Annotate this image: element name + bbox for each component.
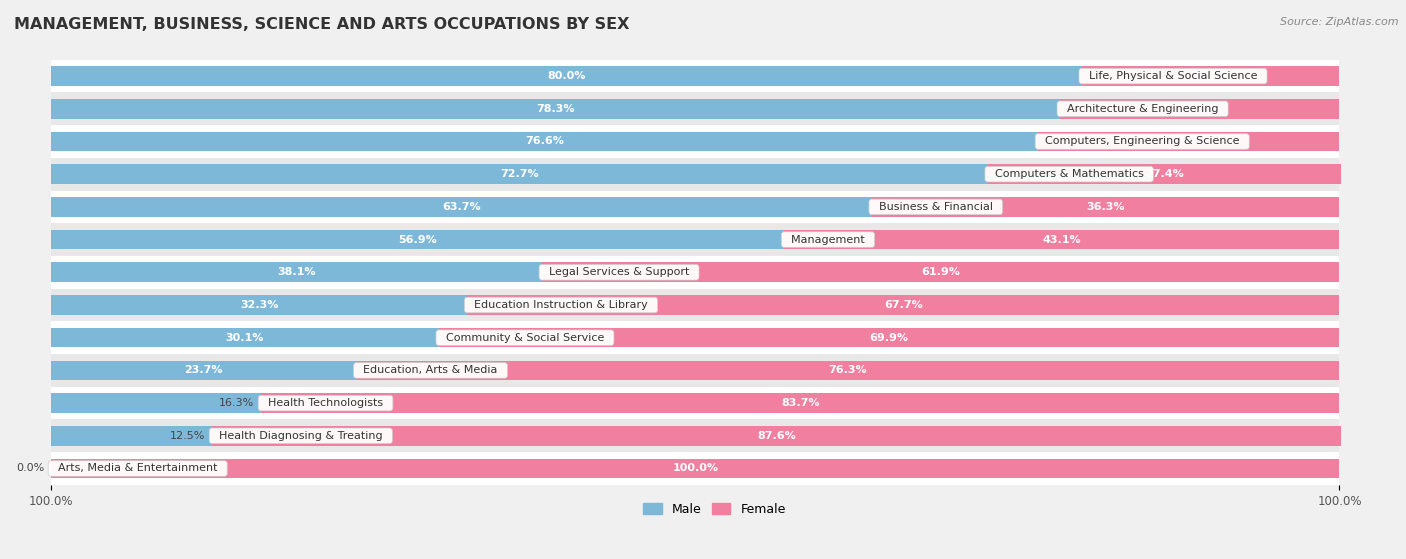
Bar bbox=[356, 361, 1340, 380]
Text: Community & Social Service: Community & Social Service bbox=[439, 333, 612, 343]
Text: Education Instruction & Library: Education Instruction & Library bbox=[467, 300, 655, 310]
Bar bbox=[51, 426, 212, 446]
Bar bbox=[51, 394, 262, 413]
Text: Legal Services & Support: Legal Services & Support bbox=[541, 267, 696, 277]
Legend: Male, Female: Male, Female bbox=[638, 498, 790, 521]
Text: Source: ZipAtlas.com: Source: ZipAtlas.com bbox=[1281, 17, 1399, 27]
Bar bbox=[51, 132, 1038, 151]
Text: Computers, Engineering & Science: Computers, Engineering & Science bbox=[1038, 136, 1247, 146]
Bar bbox=[51, 125, 1340, 158]
Bar bbox=[51, 354, 1340, 387]
Text: Computers & Mathematics: Computers & Mathematics bbox=[987, 169, 1150, 179]
Bar bbox=[987, 164, 1341, 184]
Text: 0.0%: 0.0% bbox=[17, 463, 45, 473]
Text: 76.3%: 76.3% bbox=[828, 366, 868, 376]
Bar bbox=[51, 295, 467, 315]
Text: Life, Physical & Social Science: Life, Physical & Social Science bbox=[1081, 71, 1264, 81]
Bar bbox=[51, 223, 1340, 256]
Bar bbox=[51, 459, 1340, 479]
Text: 67.7%: 67.7% bbox=[884, 300, 922, 310]
Text: 63.7%: 63.7% bbox=[441, 202, 481, 212]
Bar bbox=[51, 158, 1340, 191]
Text: 69.9%: 69.9% bbox=[870, 333, 908, 343]
Text: Health Diagnosing & Treating: Health Diagnosing & Treating bbox=[212, 431, 389, 441]
Text: 21.7%: 21.7% bbox=[1181, 104, 1219, 114]
Text: 16.3%: 16.3% bbox=[219, 398, 254, 408]
Bar bbox=[51, 99, 1060, 119]
Bar bbox=[467, 295, 1340, 315]
Text: 38.1%: 38.1% bbox=[277, 267, 316, 277]
Text: 61.9%: 61.9% bbox=[921, 267, 960, 277]
Bar bbox=[51, 328, 439, 348]
Bar bbox=[51, 321, 1340, 354]
Bar bbox=[51, 197, 872, 217]
Text: 43.1%: 43.1% bbox=[1042, 235, 1081, 245]
Text: MANAGEMENT, BUSINESS, SCIENCE AND ARTS OCCUPATIONS BY SEX: MANAGEMENT, BUSINESS, SCIENCE AND ARTS O… bbox=[14, 17, 630, 32]
Text: 30.1%: 30.1% bbox=[226, 333, 264, 343]
Text: Education, Arts & Media: Education, Arts & Media bbox=[356, 366, 505, 376]
Bar bbox=[51, 452, 1340, 485]
Bar bbox=[1038, 132, 1340, 151]
Bar bbox=[1081, 67, 1340, 86]
Bar bbox=[51, 230, 785, 249]
Bar bbox=[51, 387, 1340, 419]
Bar bbox=[51, 256, 1340, 288]
Text: 87.6%: 87.6% bbox=[756, 431, 796, 441]
Bar bbox=[785, 230, 1340, 249]
Text: Management: Management bbox=[785, 235, 872, 245]
Text: 36.3%: 36.3% bbox=[1087, 202, 1125, 212]
Text: 76.6%: 76.6% bbox=[524, 136, 564, 146]
Text: 12.5%: 12.5% bbox=[170, 431, 205, 441]
Bar bbox=[51, 263, 541, 282]
Text: 100.0%: 100.0% bbox=[672, 463, 718, 473]
Text: Architecture & Engineering: Architecture & Engineering bbox=[1060, 104, 1226, 114]
Text: 72.7%: 72.7% bbox=[501, 169, 538, 179]
Bar bbox=[541, 263, 1340, 282]
Text: Health Technologists: Health Technologists bbox=[262, 398, 389, 408]
Text: 32.3%: 32.3% bbox=[240, 300, 278, 310]
Bar bbox=[872, 197, 1340, 217]
Bar bbox=[51, 60, 1340, 92]
Text: 78.3%: 78.3% bbox=[536, 104, 575, 114]
Bar bbox=[439, 328, 1340, 348]
Text: 83.7%: 83.7% bbox=[780, 398, 820, 408]
Text: 23.4%: 23.4% bbox=[1170, 136, 1208, 146]
Bar bbox=[1060, 99, 1340, 119]
Bar bbox=[51, 419, 1340, 452]
Text: 20.0%: 20.0% bbox=[1191, 71, 1230, 81]
Bar bbox=[212, 426, 1341, 446]
Bar bbox=[51, 92, 1340, 125]
Bar bbox=[51, 361, 356, 380]
Bar bbox=[51, 191, 1340, 223]
Text: 27.4%: 27.4% bbox=[1144, 169, 1184, 179]
Text: Arts, Media & Entertainment: Arts, Media & Entertainment bbox=[51, 463, 225, 473]
Text: Business & Financial: Business & Financial bbox=[872, 202, 1000, 212]
Bar bbox=[51, 164, 987, 184]
Text: 23.7%: 23.7% bbox=[184, 366, 224, 376]
Text: 80.0%: 80.0% bbox=[547, 71, 585, 81]
Text: 56.9%: 56.9% bbox=[398, 235, 437, 245]
Bar bbox=[51, 67, 1081, 86]
Bar bbox=[262, 394, 1340, 413]
Bar bbox=[51, 288, 1340, 321]
